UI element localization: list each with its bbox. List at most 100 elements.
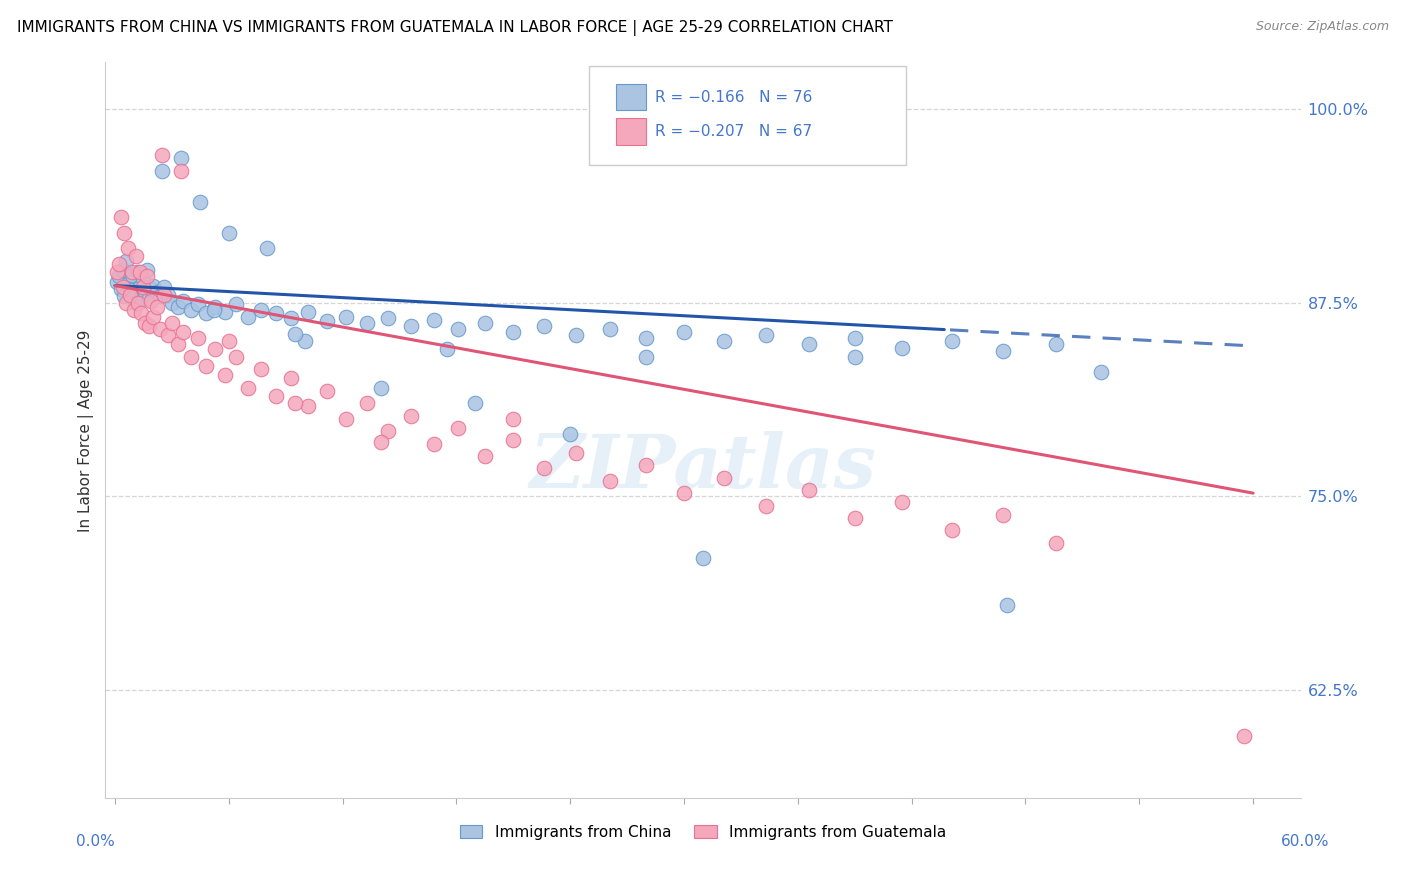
Bar — [616, 84, 645, 111]
Point — [755, 328, 778, 343]
Point — [115, 295, 138, 310]
Point — [533, 461, 555, 475]
Point — [297, 305, 319, 319]
Point — [565, 446, 588, 460]
Point — [138, 291, 160, 305]
Point — [117, 241, 139, 255]
Point — [422, 312, 444, 326]
Point — [214, 368, 236, 383]
Point — [225, 297, 247, 311]
Text: IMMIGRANTS FROM CHINA VS IMMIGRANTS FROM GUATEMALA IN LABOR FORCE | AGE 25-29 CO: IMMIGRANTS FROM CHINA VS IMMIGRANTS FROM… — [17, 20, 893, 36]
Point — [673, 486, 696, 500]
Point — [464, 396, 486, 410]
Point — [713, 470, 735, 484]
Point — [377, 311, 399, 326]
Point — [264, 306, 287, 320]
Point — [128, 280, 150, 294]
Point — [1233, 730, 1256, 744]
Point — [150, 164, 173, 178]
Point — [149, 289, 172, 303]
Point — [180, 303, 202, 318]
Point — [316, 384, 339, 398]
Point — [150, 148, 173, 162]
Point — [636, 350, 658, 364]
Point — [636, 458, 658, 473]
Point — [122, 288, 145, 302]
Point — [117, 277, 139, 291]
Point — [145, 300, 167, 314]
Point — [105, 276, 128, 290]
Point — [136, 269, 159, 284]
Point — [170, 164, 193, 178]
Point — [799, 483, 821, 497]
Point — [172, 325, 194, 339]
Point — [1045, 535, 1067, 549]
Point — [236, 381, 259, 395]
Point — [502, 325, 524, 339]
Point — [399, 318, 422, 333]
Point — [134, 285, 156, 299]
Point — [120, 283, 142, 297]
Point — [111, 263, 134, 277]
Point — [284, 326, 307, 341]
Point — [121, 268, 143, 282]
Point — [236, 310, 259, 324]
Point — [110, 282, 132, 296]
Point — [799, 337, 821, 351]
Text: 0.0%: 0.0% — [76, 834, 115, 848]
Point — [125, 249, 148, 263]
Point — [131, 291, 153, 305]
Point — [153, 288, 176, 302]
Text: Source: ZipAtlas.com: Source: ZipAtlas.com — [1256, 20, 1389, 33]
Point — [131, 306, 153, 320]
Point — [153, 280, 176, 294]
Point — [142, 310, 165, 324]
Point — [111, 280, 134, 294]
Point — [995, 598, 1018, 612]
Point — [1045, 337, 1067, 351]
Point — [202, 303, 225, 318]
Point — [335, 310, 357, 324]
Point — [436, 342, 458, 356]
Point — [136, 263, 159, 277]
Point — [447, 322, 470, 336]
Point — [120, 288, 142, 302]
Point — [599, 322, 621, 336]
Point — [204, 300, 226, 314]
Point — [294, 334, 316, 349]
Point — [991, 343, 1014, 358]
Point — [377, 424, 399, 438]
Point — [891, 341, 914, 355]
Point — [121, 264, 143, 278]
Point — [125, 295, 148, 310]
Point — [844, 331, 866, 345]
Text: 60.0%: 60.0% — [1281, 834, 1329, 848]
Point — [399, 409, 422, 423]
Point — [844, 350, 866, 364]
FancyBboxPatch shape — [589, 66, 905, 166]
Legend: Immigrants from China, Immigrants from Guatemala: Immigrants from China, Immigrants from G… — [453, 819, 953, 846]
Point — [636, 331, 658, 345]
Point — [214, 305, 236, 319]
Point — [250, 303, 273, 318]
Text: ZIPatlas: ZIPatlas — [530, 431, 876, 503]
Point — [107, 269, 129, 284]
Point — [132, 272, 155, 286]
Point — [139, 293, 162, 308]
Point — [991, 508, 1014, 522]
Point — [157, 328, 180, 343]
Point — [280, 311, 302, 326]
Point — [105, 264, 128, 278]
Point — [225, 350, 247, 364]
Point — [533, 318, 555, 333]
Point — [370, 435, 392, 450]
Point — [502, 434, 524, 448]
Point — [112, 289, 135, 303]
Point — [195, 306, 218, 320]
Point — [599, 474, 621, 488]
Point — [692, 551, 714, 566]
Point — [264, 388, 287, 402]
Point — [370, 381, 392, 395]
Point — [941, 334, 963, 349]
Point — [502, 411, 524, 425]
